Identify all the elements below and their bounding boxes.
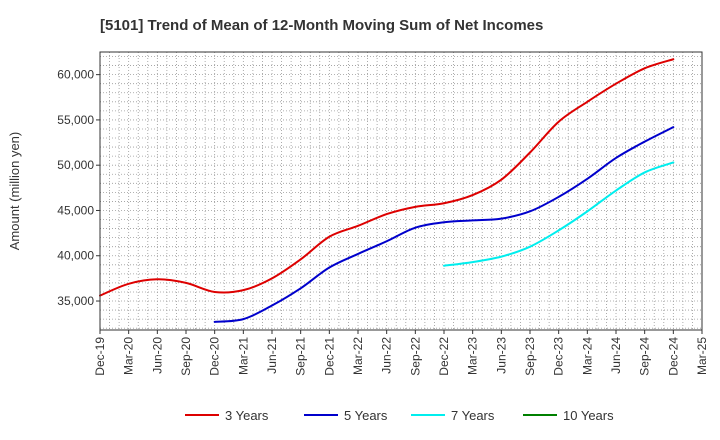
x-tick-label: Mar-25 [695, 337, 709, 375]
x-tick-label: Sep-24 [638, 337, 652, 376]
x-tick-label: Jun-23 [494, 337, 508, 374]
x-tick-label: Mar-24 [580, 337, 594, 375]
legend: 3 Years 5 Years 7 Years 10 Years [185, 408, 614, 423]
legend-label-10-years: 10 Years [563, 408, 614, 423]
x-tick-label: Mar-23 [466, 337, 480, 375]
y-tick-label: 40,000 [57, 249, 94, 263]
x-tick-label: Dec-21 [322, 337, 336, 376]
x-tick-label: Mar-21 [236, 337, 250, 375]
x-tick-label: Jun-24 [609, 337, 623, 374]
x-tick-label: Jun-20 [150, 337, 164, 374]
plot-border [99, 51, 703, 331]
series-line-3-years [99, 58, 675, 297]
series-layer [99, 58, 675, 323]
x-tick-label: Dec-22 [437, 337, 451, 376]
x-tick-label: Mar-22 [351, 337, 365, 375]
series-line-5-years [213, 126, 675, 323]
x-tick-label: Sep-21 [294, 337, 308, 376]
y-tick-labels: 35,000 40,000 45,000 50,000 55,000 60,000 [57, 68, 100, 308]
x-tick-label: Dec-19 [93, 337, 107, 376]
x-tick-label: Dec-23 [552, 337, 566, 376]
chart-title: [5101] Trend of Mean of 12-Month Moving … [100, 17, 543, 34]
legend-label-7-years: 7 Years [451, 408, 495, 423]
plot-area [100, 52, 702, 330]
y-tick-label: 45,000 [57, 203, 94, 217]
y-tick-label: 60,000 [57, 68, 94, 82]
y-tick-label: 50,000 [57, 158, 94, 172]
x-tick-label: Sep-23 [523, 337, 537, 376]
x-tick-label: Jun-22 [380, 337, 394, 374]
y-tick-label: 35,000 [57, 294, 94, 308]
x-tick-label: Sep-22 [408, 337, 422, 376]
x-tick-label: Dec-24 [666, 337, 680, 376]
legend-label-3-years: 3 Years [225, 408, 269, 423]
x-tick-label: Sep-20 [179, 337, 193, 376]
x-tick-label: Dec-20 [208, 337, 222, 376]
y-axis-label: Amount (million yen) [7, 132, 22, 251]
x-tick-label: Mar-20 [122, 337, 136, 375]
series-line-7-years [443, 161, 675, 267]
legend-label-5-years: 5 Years [344, 408, 388, 423]
x-tick-labels: Dec-19 Mar-20 Jun-20 Sep-20 Dec-20 Mar-21 Jun-… [93, 330, 709, 376]
x-tick-label: Jun-21 [265, 337, 279, 374]
y-tick-label: 55,000 [57, 113, 94, 127]
